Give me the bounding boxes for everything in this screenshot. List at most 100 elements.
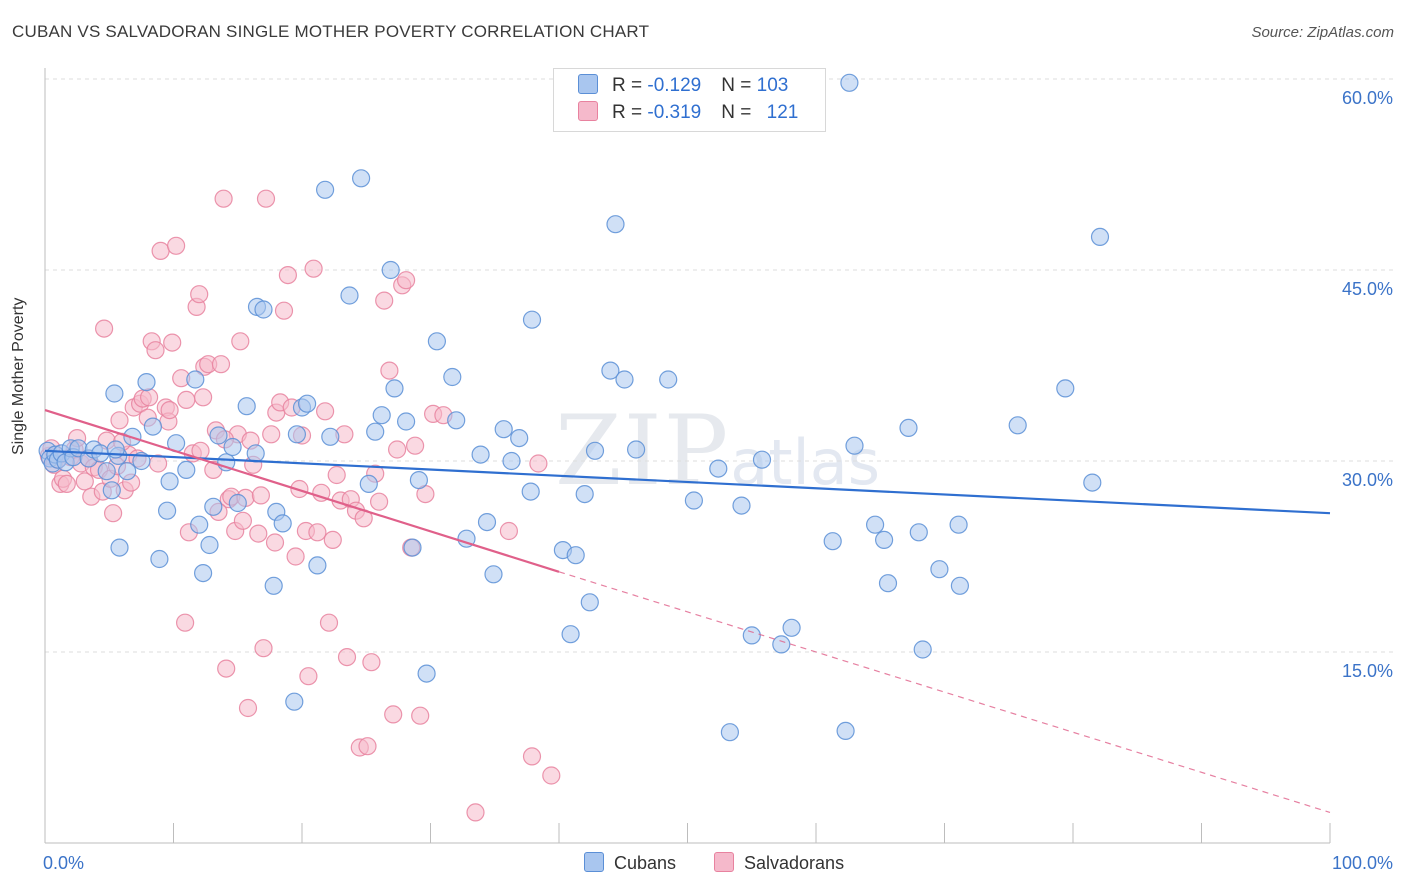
- salvadorans-point: [217, 659, 236, 678]
- cubans-point: [659, 370, 678, 389]
- cubans-point: [417, 664, 436, 683]
- salvadorans-point: [238, 698, 258, 718]
- salvadorans-point: [140, 388, 159, 407]
- bottom-legend-salvadorans: Salvadorans: [714, 852, 844, 874]
- y-tick-label: 15.0%: [1342, 661, 1393, 681]
- cubans-point: [865, 515, 885, 534]
- salvadorans-point: [375, 291, 394, 310]
- bottom-legend-cubans: Cubans: [584, 852, 676, 874]
- cubans-point: [684, 491, 704, 510]
- cubans-point: [298, 394, 317, 413]
- salvadorans-point: [262, 425, 281, 444]
- cubans-point: [150, 549, 169, 569]
- cubans-point: [352, 169, 371, 188]
- cubans-point: [494, 420, 513, 439]
- cubans-swatch: [578, 74, 598, 94]
- salvadorans-r-label: R =: [612, 102, 648, 123]
- cubans-point: [484, 565, 503, 584]
- cubans-point: [359, 474, 378, 493]
- salvadorans-point: [370, 492, 389, 511]
- salvadorans-point: [103, 504, 123, 523]
- cubans-point: [223, 437, 242, 457]
- cubans-point: [909, 523, 928, 542]
- salvadorans-point: [304, 259, 323, 278]
- cubans-r-label: R =: [612, 75, 648, 96]
- cubans-point: [200, 535, 219, 555]
- cubans-point: [752, 450, 772, 469]
- axes: [44, 68, 1331, 844]
- grid-lines: [45, 78, 1395, 653]
- cubans-point: [285, 692, 304, 711]
- salvadorans-point: [278, 266, 297, 285]
- cubans-point: [158, 501, 177, 520]
- cubans-point: [823, 532, 842, 551]
- cubans-point: [273, 514, 292, 533]
- y-tick-label: 45.0%: [1342, 279, 1393, 299]
- salvadorans-point: [146, 341, 165, 360]
- cubans-point: [381, 260, 400, 280]
- cubans-point: [899, 418, 918, 437]
- salvadorans-point: [265, 533, 285, 552]
- salvadorans-point: [542, 766, 561, 785]
- cubans-n-value: 103: [756, 75, 789, 96]
- salvadorans-point: [337, 647, 357, 667]
- salvadorans-point: [94, 319, 114, 338]
- cubans-point: [502, 451, 521, 471]
- cubans-point: [246, 444, 265, 463]
- cubans-point: [316, 180, 335, 199]
- salvadorans-point: [323, 530, 342, 550]
- x-tick-label: 100.0%: [1332, 853, 1393, 873]
- salvadorans-point: [231, 332, 250, 351]
- salvadorans-n-value: 121: [766, 102, 799, 123]
- cubans-point: [566, 546, 585, 565]
- chart-title: CUBAN VS SALVADORAN SINGLE MOTHER POVERT…: [12, 22, 650, 41]
- salvadorans-point: [274, 301, 294, 320]
- salvadorans-point: [286, 547, 305, 566]
- cubans-point: [709, 459, 728, 478]
- salvadorans-point: [319, 613, 339, 632]
- salvadorans-point: [299, 667, 318, 686]
- cubans-point: [626, 440, 646, 459]
- salvadorans-point: [176, 613, 195, 632]
- salvadorans-point: [211, 355, 231, 374]
- cubans-point: [403, 538, 422, 557]
- bottom-cubans-swatch: [584, 852, 604, 872]
- cubans-point: [427, 332, 446, 351]
- salvadorans-point: [190, 285, 209, 304]
- salvadorans-point: [57, 474, 76, 493]
- legend-row-cubans: R = -0.129 N = 103: [578, 74, 788, 98]
- salvadorans-point: [499, 521, 518, 541]
- salvadorans-point: [411, 706, 430, 725]
- cubans-point: [782, 618, 801, 637]
- legend-row-salvadorans: R = -0.319 N = 121: [578, 101, 798, 125]
- salvadorans-point: [251, 486, 270, 505]
- y-tick-label: 30.0%: [1342, 470, 1393, 490]
- chart-source: Source: ZipAtlas.com: [1251, 24, 1394, 41]
- salvadorans-point: [151, 241, 170, 260]
- cubans-r-value: -0.129: [647, 75, 702, 96]
- salvadorans-point: [177, 390, 196, 409]
- cubans-point: [521, 482, 540, 501]
- cubans-point: [137, 373, 156, 392]
- cubans-point: [878, 574, 898, 593]
- cubans-point: [522, 310, 542, 329]
- salvadorans-point: [163, 333, 182, 352]
- salvadorans-point: [214, 189, 233, 208]
- salvadorans-trend-extension: [558, 571, 1331, 814]
- cubans-point: [409, 471, 428, 490]
- cubans-n-label: N =: [721, 75, 757, 96]
- cubans-point: [397, 412, 416, 431]
- salvadorans-n-label: N =: [721, 102, 757, 123]
- cubans-point: [237, 397, 256, 416]
- salvadorans-point: [529, 454, 548, 473]
- cubans-point: [194, 563, 213, 583]
- salvadorans-swatch: [578, 101, 598, 121]
- cubans-point: [321, 427, 340, 446]
- cubans-point: [186, 370, 205, 389]
- cubans-point: [949, 515, 968, 534]
- cubans-point: [447, 411, 466, 430]
- salvadorans-point: [362, 653, 381, 672]
- cubans-point: [228, 493, 247, 513]
- cubans-point: [443, 367, 462, 387]
- cubans-point: [845, 436, 864, 455]
